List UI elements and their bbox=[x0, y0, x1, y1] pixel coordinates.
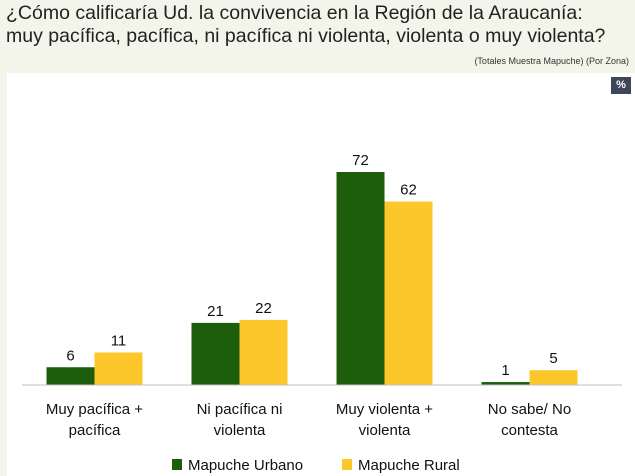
chart-title: ¿Cómo calificaría Ud. la convivencia en … bbox=[6, 2, 606, 47]
value-label-mapuche-urbano-2: 72 bbox=[352, 152, 369, 169]
bar-mapuche-rural-0 bbox=[94, 352, 143, 385]
category-label-2-line-1: violenta bbox=[359, 422, 411, 439]
chart-subtitle: (Totales Muestra Mapuche) (Por Zona) bbox=[474, 56, 629, 66]
bar-mapuche-urbano-3 bbox=[481, 382, 530, 385]
bar-mapuche-urbano-2 bbox=[336, 172, 385, 385]
category-label-0-line-0: Muy pacífica + bbox=[46, 401, 143, 418]
legend: Mapuche Urbano Mapuche Rural bbox=[172, 457, 460, 474]
x-axis-labels: Muy pacífica + pacífica Ni pacífica ni viol… bbox=[46, 401, 571, 439]
value-label-mapuche-rural-1: 22 bbox=[255, 300, 272, 317]
bar-mapuche-urbano-0 bbox=[46, 367, 95, 385]
value-label-mapuche-rural-0: 11 bbox=[111, 332, 127, 349]
value-label-mapuche-rural-2: 62 bbox=[400, 182, 417, 199]
legend-swatch-mapuche-rural bbox=[342, 459, 352, 470]
value-label-mapuche-urbano-0: 6 bbox=[66, 347, 74, 364]
category-label-1-line-0: Ni pacífica ni bbox=[197, 401, 283, 418]
bar-mapuche-rural-2 bbox=[384, 201, 433, 385]
category-label-0-line-1: pacífica bbox=[69, 422, 121, 439]
category-label-1-line-1: violenta bbox=[214, 422, 266, 439]
legend-swatch-mapuche-urbano bbox=[172, 459, 182, 470]
legend-label-mapuche-rural: Mapuche Rural bbox=[358, 457, 460, 474]
value-label-mapuche-urbano-1: 21 bbox=[207, 303, 224, 320]
chart-panel bbox=[7, 73, 635, 476]
bar-mapuche-rural-3 bbox=[529, 370, 578, 385]
category-label-3-line-0: No sabe/ No bbox=[488, 401, 571, 418]
bar-mapuche-rural-1 bbox=[239, 319, 288, 385]
bars-group: 6 11 21 22 72 62 1 5 bbox=[46, 152, 578, 385]
category-label-2-line-0: Muy violenta + bbox=[336, 401, 433, 418]
percent-badge: % bbox=[611, 77, 631, 94]
legend-label-mapuche-urbano: Mapuche Urbano bbox=[188, 457, 303, 474]
value-label-mapuche-rural-3: 5 bbox=[549, 350, 557, 367]
category-label-3-line-1: contesta bbox=[501, 422, 558, 439]
value-label-mapuche-urbano-3: 1 bbox=[501, 362, 509, 379]
bar-mapuche-urbano-1 bbox=[191, 322, 240, 385]
